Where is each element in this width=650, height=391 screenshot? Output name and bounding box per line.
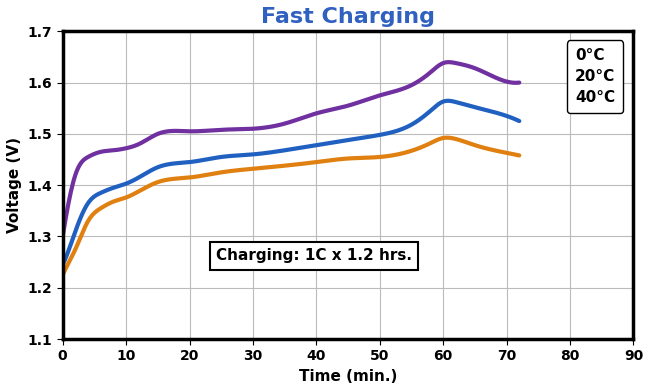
Y-axis label: Voltage (V): Voltage (V) [7, 137, 22, 233]
Text: Charging: 1C x 1.2 hrs.: Charging: 1C x 1.2 hrs. [216, 248, 412, 264]
Title: Fast Charging: Fast Charging [261, 7, 435, 27]
X-axis label: Time (min.): Time (min.) [299, 369, 397, 384]
Legend: 0°C, 20°C, 40°C: 0°C, 20°C, 40°C [567, 40, 623, 113]
